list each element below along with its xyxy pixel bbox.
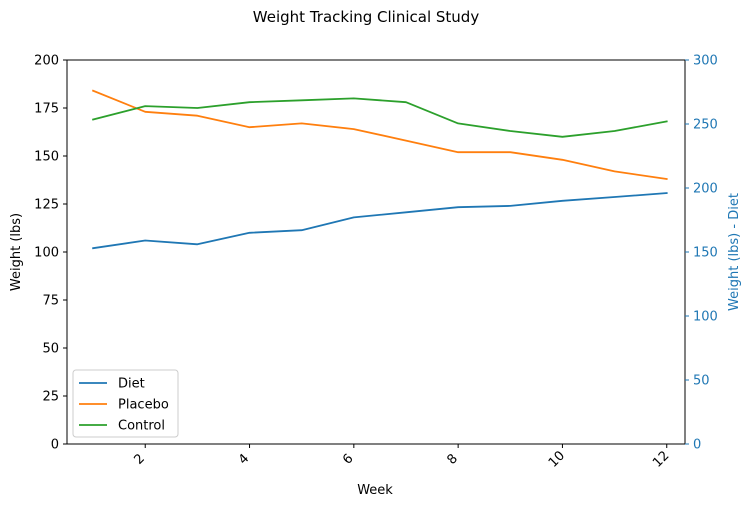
legend-label-control: Control xyxy=(118,419,165,434)
y-axis-left: 0 25 50 75 100 125 150 175 200 xyxy=(34,54,67,453)
plot-lines xyxy=(91,89,668,250)
y-tick-label-left: 175 xyxy=(34,102,59,117)
legend: Diet Placebo Control xyxy=(72,369,179,438)
y-tick-label-right: 200 xyxy=(693,182,718,197)
x-tick-label: 2 xyxy=(132,451,148,467)
series-line-diet xyxy=(92,192,668,250)
y-tick-label-left: 125 xyxy=(34,198,59,213)
y-tick-label-left: 50 xyxy=(42,342,59,357)
x-axis-title: Week xyxy=(357,483,393,498)
series-line-placebo xyxy=(91,89,668,181)
y-tick-label-right: 100 xyxy=(693,310,718,325)
y-tick-label-left: 100 xyxy=(34,246,59,261)
y-tick-label-left: 0 xyxy=(51,438,59,453)
y-tick-label-right: 250 xyxy=(693,118,718,133)
y-tick-label-left: 150 xyxy=(34,150,59,165)
x-tick-label: 12 xyxy=(650,448,672,470)
y-tick-label-left: 25 xyxy=(42,390,59,405)
chart-title: Weight Tracking Clinical Study xyxy=(253,8,480,26)
x-tick-label: 6 xyxy=(340,451,356,467)
y-tick-label-left: 200 xyxy=(34,54,59,69)
x-tick-label: 8 xyxy=(444,451,460,467)
x-tick-label: 4 xyxy=(236,451,252,467)
x-axis: 2 4 6 8 10 12 xyxy=(132,444,672,471)
y-axis-title-right: Weight (lbs) - Diet xyxy=(727,193,742,311)
y-tick-label-right: 300 xyxy=(693,54,718,69)
legend-label-diet: Diet xyxy=(118,377,145,392)
y-tick-label-right: 0 xyxy=(693,438,701,453)
y-tick-label-right: 150 xyxy=(693,246,718,261)
y-tick-label-left: 75 xyxy=(42,294,59,309)
legend-label-placebo: Placebo xyxy=(118,398,169,413)
series-line-control xyxy=(92,97,668,138)
y-axis-title-left: Weight (lbs) xyxy=(9,213,24,291)
y-tick-label-right: 50 xyxy=(693,374,710,389)
legend-box xyxy=(72,369,179,438)
y-axis-right: 0 50 100 150 200 250 300 xyxy=(685,54,718,453)
x-tick-label: 10 xyxy=(546,448,568,470)
